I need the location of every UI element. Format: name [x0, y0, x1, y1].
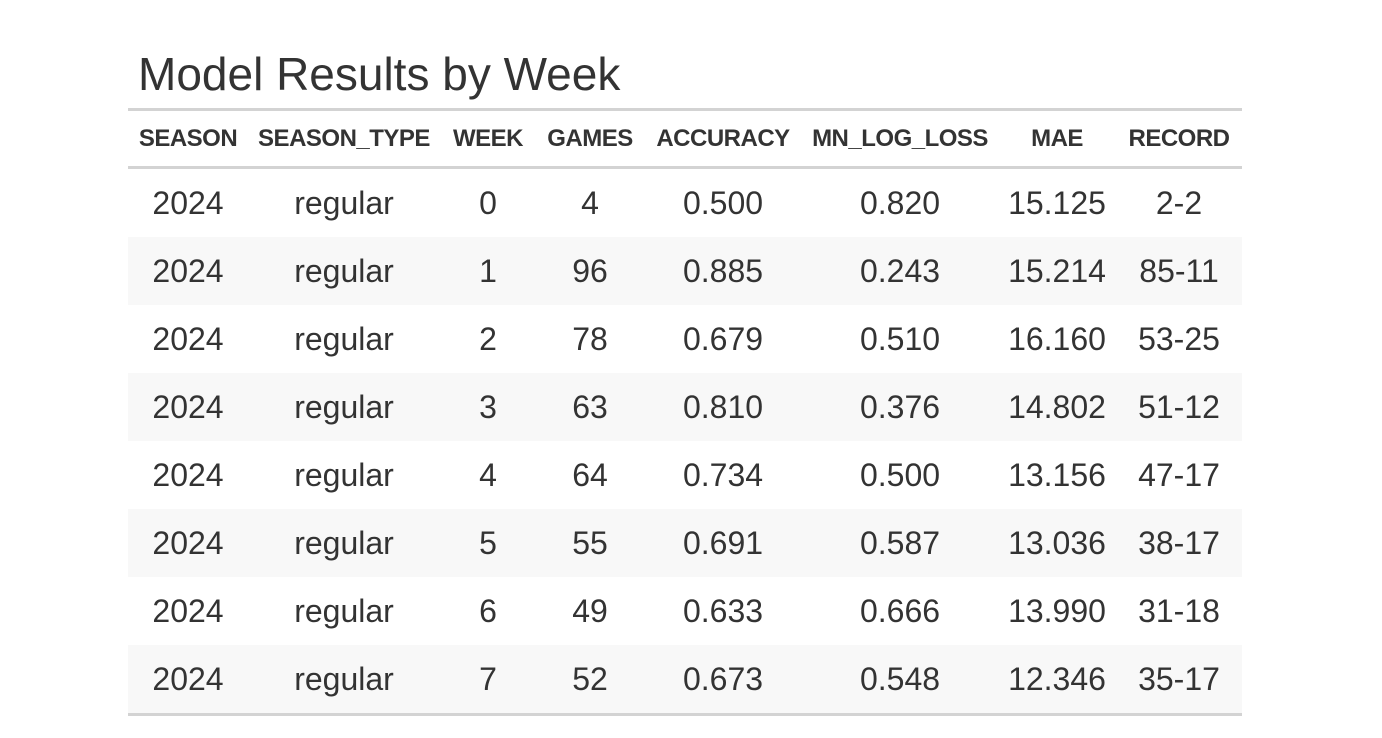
table-row: 2024 regular 5 55 0.691 0.587 13.036 38-…	[128, 509, 1242, 577]
table-row: 2024 regular 6 49 0.633 0.666 13.990 31-…	[128, 577, 1242, 645]
cell-games: 64	[572, 456, 608, 493]
column-header-mn-log-loss: MN_LOG_LOSS	[802, 109, 998, 169]
table-body: 2024 regular 0 4 0.500 0.820 15.125 2-2 …	[128, 168, 1242, 715]
table-header: SEASON SEASON_TYPE WEEK GAMES ACCURACY M…	[128, 109, 1242, 169]
cell-season: 2024	[152, 592, 224, 629]
table-row: 2024 regular 3 63 0.810 0.376 14.802 51-…	[128, 373, 1242, 441]
cell-mn-log-loss: 0.510	[859, 320, 941, 357]
cell-season-type: regular	[248, 373, 440, 441]
cell-record: 85-11	[1116, 237, 1242, 305]
header-row: SEASON SEASON_TYPE WEEK GAMES ACCURACY M…	[128, 109, 1242, 169]
cell-season: 2024	[152, 320, 224, 357]
cell-mn-log-loss: 0.548	[802, 645, 998, 715]
cell-accuracy: 0.885	[644, 237, 802, 305]
table-row: 2024 regular 4 64 0.734 0.500 13.156 47-…	[128, 441, 1242, 509]
table-row: 2024 regular 2 78 0.679 0.510 16.160 53-…	[128, 305, 1242, 373]
cell-games: 55	[536, 509, 644, 577]
cell-season-type: regular	[294, 456, 394, 493]
cell-season-type: regular	[294, 320, 394, 357]
cell-record: 2-2	[1155, 184, 1203, 221]
cell-accuracy: 0.734	[682, 456, 764, 493]
cell-mae: 12.346	[998, 645, 1116, 715]
cell-mn-log-loss: 0.666	[859, 592, 941, 629]
cell-season-type: regular	[294, 184, 394, 221]
results-table-container: Model Results by Week SEASON SEASON_TYPE…	[128, 46, 1242, 716]
cell-record: 31-18	[1138, 592, 1220, 629]
cell-mae: 13.156	[1008, 456, 1106, 493]
cell-season: 2024	[128, 373, 248, 441]
cell-season: 2024	[152, 184, 224, 221]
cell-games: 96	[536, 237, 644, 305]
column-header-accuracy: ACCURACY	[644, 109, 802, 169]
cell-games: 63	[536, 373, 644, 441]
cell-season-type: regular	[248, 509, 440, 577]
cell-mae: 13.036	[998, 509, 1116, 577]
table-row: 2024 regular 0 4 0.500 0.820 15.125 2-2	[128, 168, 1242, 238]
cell-season: 2024	[128, 509, 248, 577]
cell-mn-log-loss: 0.243	[802, 237, 998, 305]
cell-week: 7	[440, 645, 536, 715]
cell-record: 51-12	[1116, 373, 1242, 441]
cell-accuracy: 0.633	[682, 592, 764, 629]
cell-mae: 13.990	[1008, 592, 1106, 629]
cell-mn-log-loss: 0.587	[802, 509, 998, 577]
cell-record: 35-17	[1116, 645, 1242, 715]
cell-season-type: regular	[248, 237, 440, 305]
column-header-week: WEEK	[440, 109, 536, 169]
cell-accuracy: 0.691	[644, 509, 802, 577]
cell-mae: 15.214	[998, 237, 1116, 305]
column-header-season-type: SEASON_TYPE	[248, 109, 440, 169]
cell-week: 3	[440, 373, 536, 441]
table-row: 2024 regular 1 96 0.885 0.243 15.214 85-…	[128, 237, 1242, 305]
cell-week: 4	[479, 456, 497, 493]
cell-record: 38-17	[1116, 509, 1242, 577]
cell-mae: 16.160	[1008, 320, 1106, 357]
cell-mn-log-loss: 0.500	[859, 456, 941, 493]
cell-week: 6	[479, 592, 497, 629]
cell-season-type: regular	[248, 645, 440, 715]
cell-season: 2024	[128, 237, 248, 305]
results-table: SEASON SEASON_TYPE WEEK GAMES ACCURACY M…	[128, 108, 1242, 716]
column-header-season: SEASON	[128, 109, 248, 169]
cell-season: 2024	[152, 456, 224, 493]
cell-games: 78	[572, 320, 608, 357]
cell-games: 52	[536, 645, 644, 715]
column-header-games: GAMES	[536, 109, 644, 169]
cell-record: 53-25	[1138, 320, 1220, 357]
cell-accuracy: 0.810	[644, 373, 802, 441]
column-header-mae: MAE	[998, 109, 1116, 169]
cell-season-type: regular	[294, 592, 394, 629]
cell-week: 2	[479, 320, 497, 357]
cell-mn-log-loss: 0.376	[802, 373, 998, 441]
cell-week: 1	[440, 237, 536, 305]
cell-week: 5	[440, 509, 536, 577]
cell-accuracy: 0.679	[682, 320, 764, 357]
column-header-record: RECORD	[1116, 109, 1242, 169]
cell-accuracy: 0.673	[644, 645, 802, 715]
cell-mae: 15.125	[1008, 184, 1106, 221]
cell-games: 4	[581, 184, 599, 221]
cell-mn-log-loss: 0.820	[859, 184, 941, 221]
table-title: Model Results by Week	[138, 48, 621, 100]
cell-games: 49	[572, 592, 608, 629]
cell-accuracy: 0.500	[682, 184, 764, 221]
cell-season: 2024	[128, 645, 248, 715]
cell-week: 0	[479, 184, 497, 221]
cell-mae: 14.802	[998, 373, 1116, 441]
cell-record: 47-17	[1138, 456, 1220, 493]
table-row: 2024 regular 7 52 0.673 0.548 12.346 35-…	[128, 645, 1242, 715]
